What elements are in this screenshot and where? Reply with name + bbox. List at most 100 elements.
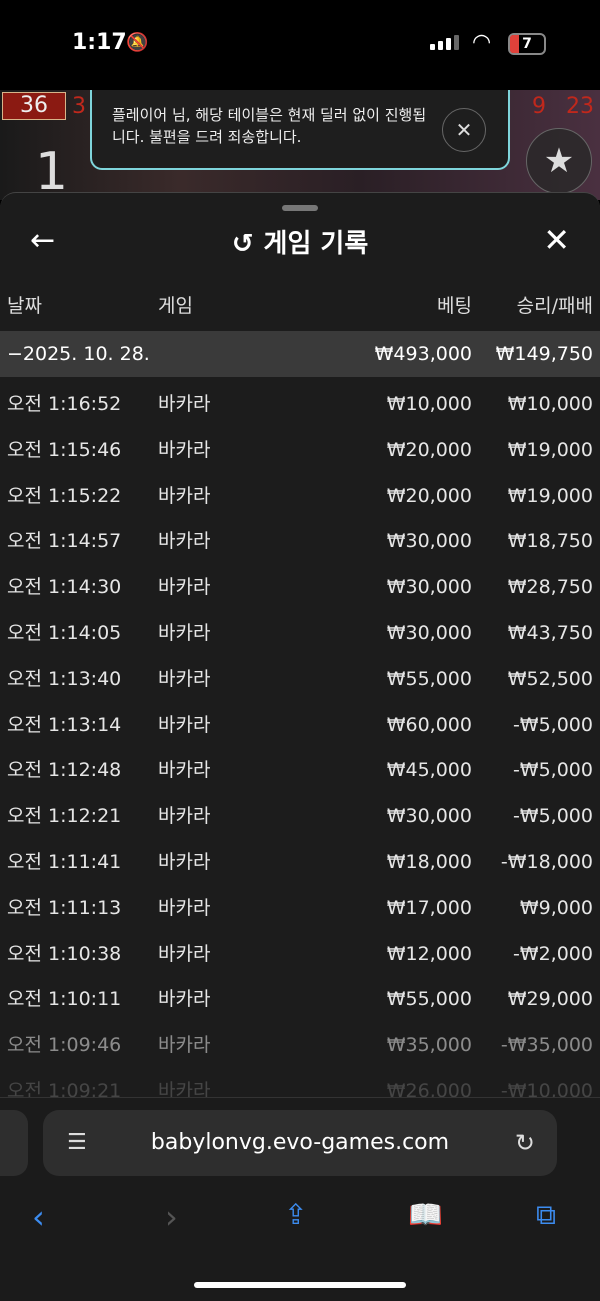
- drag-handle[interactable]: [282, 205, 318, 211]
- summary-result: ₩149,750: [495, 343, 593, 365]
- wifi-icon: ◠: [472, 30, 492, 55]
- tabs-icon[interactable]: ⧉: [536, 1198, 556, 1231]
- row-game: 바카라: [158, 667, 211, 690]
- column-bet: 베팅: [437, 295, 472, 317]
- toast-message: 플레이어 님, 해당 테이블은 현재 딜러 없이 진행됩니다. 불편을 드려 죄…: [112, 106, 427, 146]
- row-result: -₩10,000: [500, 1080, 593, 1097]
- reader-icon[interactable]: ☰: [67, 1130, 87, 1155]
- row-game: 바카라: [158, 942, 211, 965]
- summary-bet: ₩493,000: [374, 343, 472, 365]
- back-arrow-icon[interactable]: ←: [30, 223, 56, 258]
- row-bet: ₩60,000: [386, 713, 472, 736]
- table-row[interactable]: 오전 1:11:41 바카라 ₩18,000 -₩18,000: [0, 839, 600, 885]
- row-bet: ₩30,000: [386, 622, 472, 644]
- notification-toast: 플레이어 님, 해당 테이블은 현재 딜러 없이 진행됩니다. 불편을 드려 죄…: [90, 90, 510, 170]
- row-result: ₩43,750: [507, 622, 593, 644]
- row-result: -₩35,000: [500, 1034, 593, 1057]
- table-row[interactable]: 오전 1:12:21 바카라 ₩30,000 -₩5,000: [0, 793, 600, 839]
- row-bet: ₩55,000: [386, 667, 472, 690]
- favorite-star-button[interactable]: ★: [526, 128, 592, 194]
- row-game: 바카라: [158, 896, 211, 919]
- row-result: -₩18,000: [500, 851, 593, 873]
- row-bet: ₩45,000: [386, 759, 472, 782]
- row-result: ₩19,000: [507, 438, 593, 461]
- previous-tab[interactable]: [0, 1110, 28, 1176]
- row-result: ₩18,750: [507, 530, 593, 553]
- row-bet: ₩35,000: [386, 1034, 472, 1057]
- row-time: 오전 1:10:38: [7, 942, 122, 965]
- bookmarks-icon[interactable]: 📖: [408, 1198, 443, 1231]
- game-history-panel: ← ↺ 게임 기록 ✕ 날짜 게임 베팅 승리/패배 −2025. 10. 28.…: [0, 192, 600, 1097]
- row-bet: ₩20,000: [386, 484, 472, 507]
- table-row[interactable]: 오전 1:12:48 바카라 ₩45,000 -₩5,000: [0, 747, 600, 793]
- share-icon[interactable]: ⇪: [284, 1198, 308, 1231]
- row-bet: ₩20,000: [386, 438, 472, 461]
- table-row[interactable]: 오전 1:09:21 바카라 ₩26,000 -₩10,000: [0, 1068, 600, 1097]
- row-game: 바카라: [158, 484, 211, 507]
- table-row[interactable]: 오전 1:16:52 바카라 ₩10,000 ₩10,000: [0, 381, 600, 427]
- row-game: 바카라: [158, 576, 211, 599]
- url-text: babylonvg.evo-games.com: [150, 1130, 450, 1155]
- row-result: ₩10,000: [507, 393, 593, 415]
- row-bet: ₩30,000: [386, 576, 472, 599]
- row-result: ₩19,000: [507, 484, 593, 507]
- row-game: 바카라: [158, 1080, 211, 1097]
- clock: 1:17: [72, 30, 127, 55]
- row-game: 바카라: [158, 988, 211, 1011]
- row-result: -₩5,000: [512, 805, 593, 828]
- row-time: 오전 1:14:05: [7, 622, 122, 644]
- table-row[interactable]: 오전 1:10:11 바카라 ₩55,000 ₩29,000: [0, 976, 600, 1022]
- roadmap-number: 36: [2, 92, 66, 120]
- table-row[interactable]: 오전 1:13:40 바카라 ₩55,000 ₩52,500: [0, 656, 600, 702]
- forward-icon[interactable]: ›: [165, 1198, 178, 1236]
- row-game: 바카라: [158, 1034, 211, 1057]
- column-date: 날짜: [7, 295, 42, 317]
- table-row[interactable]: 오전 1:13:14 바카라 ₩60,000 -₩5,000: [0, 702, 600, 748]
- row-time: 오전 1:16:52: [7, 393, 122, 415]
- row-time: 오전 1:12:48: [7, 759, 122, 782]
- row-bet: ₩55,000: [386, 988, 472, 1011]
- row-result: ₩52,500: [507, 667, 593, 690]
- date-summary-row[interactable]: −2025. 10. 28. ₩493,000 ₩149,750: [0, 331, 600, 377]
- table-row[interactable]: 오전 1:11:13 바카라 ₩17,000 ₩9,000: [0, 885, 600, 931]
- battery-icon: 7: [508, 33, 546, 55]
- row-game: 바카라: [158, 438, 211, 461]
- status-bar: 1:17 🔕 ◠ 7: [0, 0, 600, 90]
- home-indicator: [194, 1282, 406, 1288]
- table-row[interactable]: 오전 1:10:38 바카라 ₩12,000 -₩2,000: [0, 931, 600, 977]
- summary-date: −2025. 10. 28.: [7, 343, 150, 365]
- table-row[interactable]: 오전 1:14:05 바카라 ₩30,000 ₩43,750: [0, 610, 600, 656]
- row-result: -₩5,000: [512, 759, 593, 782]
- row-time: 오전 1:14:30: [7, 576, 122, 599]
- browser-toolbar: ☰ babylonvg.evo-games.com ↻ ‹ › ⇪ 📖 ⧉: [0, 1097, 600, 1301]
- table-row[interactable]: 오전 1:14:30 바카라 ₩30,000 ₩28,750: [0, 564, 600, 610]
- history-icon: ↺: [231, 229, 254, 259]
- close-icon[interactable]: ✕: [442, 108, 486, 152]
- row-time: 오전 1:15:22: [7, 484, 122, 507]
- row-time: 오전 1:15:46: [7, 438, 122, 461]
- row-result: ₩9,000: [519, 896, 593, 919]
- table-row[interactable]: 오전 1:15:22 바카라 ₩20,000 ₩19,000: [0, 473, 600, 519]
- row-time: 오전 1:13:14: [7, 713, 122, 736]
- row-time: 오전 1:10:11: [7, 988, 122, 1011]
- row-game: 바카라: [158, 713, 211, 736]
- column-result: 승리/패배: [516, 295, 593, 317]
- reload-icon[interactable]: ↻: [514, 1129, 535, 1157]
- close-icon[interactable]: ✕: [543, 221, 570, 259]
- back-icon[interactable]: ‹: [32, 1198, 45, 1236]
- row-bet: ₩12,000: [386, 942, 472, 965]
- table-row[interactable]: 오전 1:14:57 바카라 ₩30,000 ₩18,750: [0, 518, 600, 564]
- row-result: -₩5,000: [512, 713, 593, 736]
- bell-muted-icon: 🔕: [126, 32, 149, 53]
- row-bet: ₩30,000: [386, 805, 472, 828]
- address-bar[interactable]: ☰ babylonvg.evo-games.com ↻: [43, 1110, 557, 1176]
- row-game: 바카라: [158, 851, 211, 873]
- row-time: 오전 1:11:41: [7, 851, 122, 873]
- row-bet: ₩17,000: [386, 896, 472, 919]
- row-bet: ₩30,000: [386, 530, 472, 553]
- row-game: 바카라: [158, 805, 211, 828]
- table-row[interactable]: 오전 1:09:46 바카라 ₩35,000 -₩35,000: [0, 1022, 600, 1068]
- table-row[interactable]: 오전 1:15:46 바카라 ₩20,000 ₩19,000: [0, 427, 600, 473]
- row-time: 오전 1:09:46: [7, 1034, 122, 1057]
- panel-title: 게임 기록: [263, 229, 369, 259]
